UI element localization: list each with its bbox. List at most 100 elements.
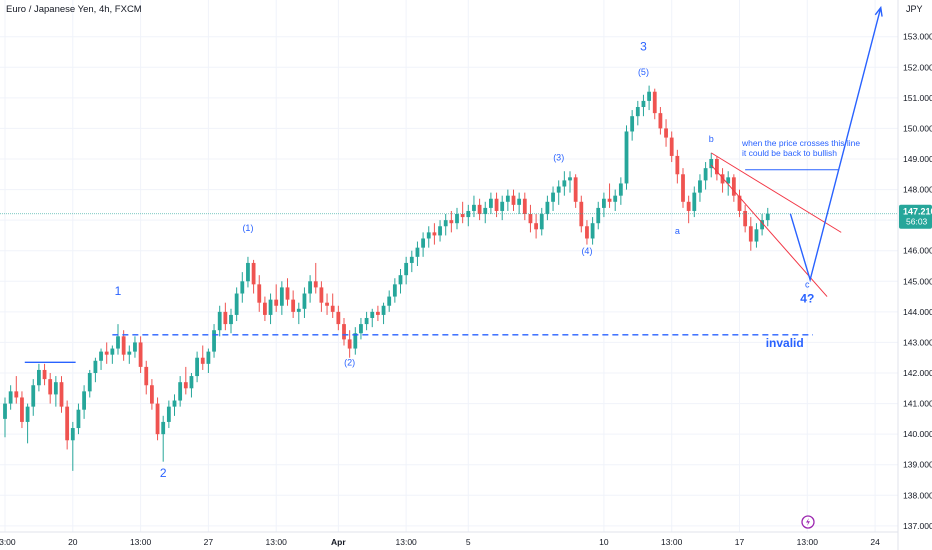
- candle: [686, 195, 691, 224]
- candle-body: [138, 342, 143, 367]
- candle-body: [472, 204, 476, 211]
- candle-body: [726, 177, 731, 184]
- wave-label: (1): [242, 223, 253, 233]
- candle: [613, 189, 618, 211]
- candle: [70, 421, 75, 471]
- candle-body: [217, 311, 222, 331]
- candle: [477, 198, 482, 221]
- candle: [133, 336, 137, 358]
- candle-body: [528, 214, 533, 224]
- candle: [166, 400, 171, 429]
- candle: [737, 189, 742, 218]
- candle: [568, 171, 572, 193]
- candle: [381, 302, 386, 325]
- candle: [522, 192, 527, 221]
- candle-body: [319, 287, 324, 303]
- price-tick-label: 139.000: [903, 460, 932, 470]
- time-tick-label: 17: [735, 537, 745, 547]
- wave-label: (2): [344, 357, 355, 367]
- candle-body: [206, 351, 211, 364]
- lightning-icon[interactable]: [801, 515, 815, 529]
- candle: [460, 201, 465, 224]
- candle: [14, 376, 19, 404]
- price-tick-label: 153.000: [903, 32, 932, 42]
- candle: [229, 308, 233, 334]
- time-axis[interactable]: 13:00 20 13:00 27 13:00 Apr 13:00 5 10 13:00 17 13:…: [0, 531, 932, 547]
- candle-body: [200, 357, 205, 364]
- candle: [455, 207, 459, 230]
- candle: [144, 360, 149, 395]
- candle: [150, 379, 154, 410]
- candle: [42, 363, 47, 386]
- candle: [743, 204, 748, 233]
- candle: [489, 192, 493, 215]
- candle-body: [539, 214, 544, 230]
- candle-body: [765, 213, 770, 221]
- candle: [116, 324, 120, 355]
- candle-body: [443, 220, 448, 227]
- candle: [251, 259, 256, 294]
- candle-body: [155, 403, 160, 435]
- candle: [392, 278, 397, 303]
- candle: [82, 385, 86, 419]
- candle-body: [596, 207, 601, 224]
- note-line-1: when the price crosses this line: [741, 138, 860, 148]
- candle-body: [183, 382, 188, 389]
- candle: [104, 342, 109, 364]
- candle: [3, 397, 7, 438]
- last-price-value: 147.210: [903, 207, 932, 217]
- candle: [449, 210, 454, 233]
- candle-body: [715, 158, 719, 175]
- price-tick-label: 150.000: [903, 123, 932, 133]
- channel-upper-line: [710, 152, 842, 233]
- candle: [438, 220, 442, 242]
- candle: [178, 376, 183, 407]
- candle: [223, 302, 228, 331]
- candle-body: [99, 351, 103, 361]
- candle: [494, 192, 499, 218]
- candle-body: [624, 131, 629, 184]
- candle: [279, 281, 284, 315]
- candle: [426, 226, 431, 248]
- candle: [511, 189, 516, 211]
- candle-body: [353, 333, 358, 349]
- candle-body: [53, 382, 58, 395]
- candle-body: [669, 137, 674, 156]
- candle-body: [562, 180, 567, 187]
- wave-label: b: [709, 134, 714, 144]
- candle-body: [748, 226, 753, 242]
- price-axis[interactable]: 153.000 152.000 151.000 150.000 149.000 148.0…: [897, 0, 932, 550]
- candle-body: [347, 339, 352, 349]
- candle-body: [585, 226, 589, 239]
- candle-body: [630, 116, 635, 132]
- candle: [539, 207, 544, 236]
- candle-body: [31, 385, 36, 407]
- candle-body: [263, 302, 267, 315]
- candle-body: [686, 201, 691, 211]
- candle: [720, 168, 725, 193]
- candle-body: [285, 287, 290, 300]
- candle-body: [234, 293, 239, 315]
- candle-body: [302, 293, 307, 309]
- candle: [635, 100, 640, 126]
- candle: [517, 192, 522, 215]
- wave-label: 2: [160, 466, 167, 480]
- candle-body: [48, 379, 53, 395]
- candle: [483, 201, 488, 224]
- note-line-2: it could be back to bullish: [742, 148, 837, 158]
- candle: [65, 400, 70, 450]
- candle: [505, 189, 510, 211]
- candle: [189, 373, 194, 398]
- candle-body: [240, 281, 245, 294]
- candle-body: [647, 91, 651, 101]
- candle: [409, 250, 414, 273]
- candle-body: [692, 192, 697, 211]
- candle-body: [161, 421, 166, 435]
- candle: [703, 162, 708, 190]
- candle: [596, 201, 601, 230]
- time-tick-label: 5: [466, 537, 471, 547]
- candle: [308, 275, 312, 303]
- candle-body: [398, 275, 403, 285]
- candle: [765, 207, 770, 227]
